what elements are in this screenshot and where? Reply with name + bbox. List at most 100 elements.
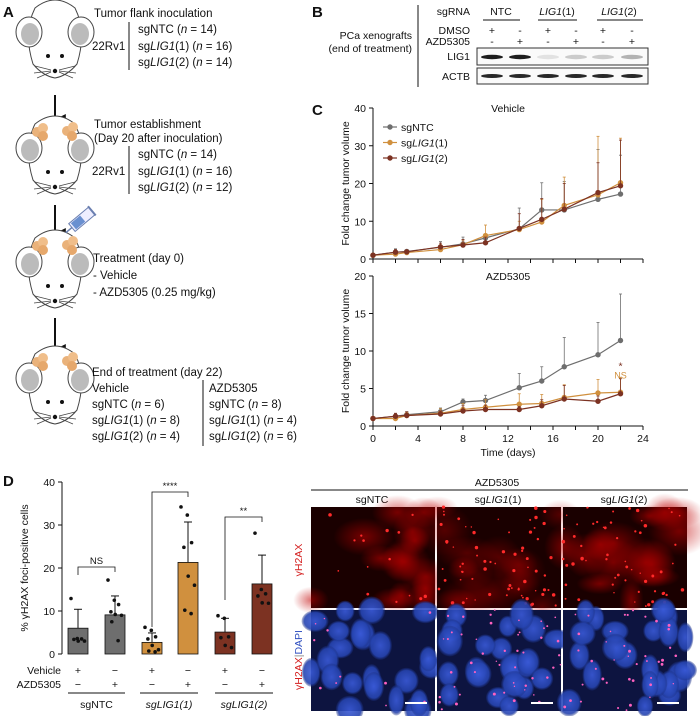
data-point xyxy=(437,244,444,250)
foci xyxy=(631,679,635,683)
foci xyxy=(623,644,626,647)
foci xyxy=(630,568,633,571)
step3-title: Treatment (day 0) xyxy=(93,253,184,265)
nucleus xyxy=(301,610,329,632)
x-tick-label: 4 xyxy=(415,433,421,445)
nucleus xyxy=(437,661,459,687)
step2-group: sgLIG1(2) (n = 12) xyxy=(138,182,232,194)
series-line xyxy=(372,185,621,256)
foci xyxy=(465,597,468,600)
data-point xyxy=(595,398,601,404)
mouse-with-tumors-icon xyxy=(15,115,95,195)
lig1-band xyxy=(592,54,614,60)
x-tick-label: 12 xyxy=(502,433,514,445)
azd-sign: - xyxy=(546,36,550,48)
y-tick-label: 10 xyxy=(354,216,366,228)
step1-group: sgLIG1(2) (n = 14) xyxy=(138,57,232,69)
x-tick-label: 8 xyxy=(460,433,466,445)
micro-column-label: sgLIG1(2) xyxy=(601,494,648,506)
azd-sign: + xyxy=(185,679,191,691)
foci xyxy=(465,526,467,528)
legend-marker xyxy=(387,124,393,130)
data-point xyxy=(595,196,601,203)
foci xyxy=(670,511,673,514)
foci xyxy=(483,567,487,571)
foci xyxy=(459,578,462,581)
foci xyxy=(454,702,458,706)
foci xyxy=(452,546,455,548)
nucleus xyxy=(499,695,519,716)
y-tick-label: 15 xyxy=(354,309,366,321)
data-point xyxy=(595,390,601,396)
foci xyxy=(611,583,614,586)
foci xyxy=(546,625,549,628)
red-signal xyxy=(417,496,458,520)
data-point xyxy=(146,637,150,641)
y-axis-title: Fold change tumor volume xyxy=(340,121,352,245)
foci xyxy=(605,641,607,643)
significance-label: **** xyxy=(163,481,178,492)
nucleus xyxy=(569,620,596,646)
step2-title: Tumor establishment xyxy=(94,119,202,131)
foci xyxy=(497,518,500,521)
x-tick-label: 0 xyxy=(370,433,376,445)
y-tick-label: 0 xyxy=(360,254,366,266)
data-point xyxy=(179,505,183,509)
micrograph-panel: AZD5305 sgNTC sgLIG1(1) sgLIG1(2) γH2AX … xyxy=(293,477,700,716)
step4-left: sgLIG1(1) (n = 8) xyxy=(92,415,180,427)
panel-a-schematic: Tumor flank inoculation 22Rv1 sgNTC (n =… xyxy=(15,0,297,446)
foci xyxy=(512,682,515,684)
data-point xyxy=(109,610,113,614)
step2-group: sgNTC (n = 14) xyxy=(138,149,217,161)
group-label: sgLIG1(2) xyxy=(221,699,268,711)
foci xyxy=(457,517,461,521)
foci xyxy=(313,639,316,642)
actb-band xyxy=(592,74,614,78)
data-point xyxy=(76,639,80,643)
step2-group: sgLIG1(1) (n = 16) xyxy=(138,166,232,178)
data-point xyxy=(561,364,567,370)
panel-d-bar-chart: 0 10 20 30 40 % γH2AX foci-positive cells + − − +… xyxy=(17,477,273,711)
foci xyxy=(473,671,476,674)
foci xyxy=(655,619,658,623)
azd-sign: − xyxy=(149,679,155,691)
foci xyxy=(512,568,516,573)
row-label-gh2ax: γH2AX xyxy=(293,544,305,577)
foci xyxy=(616,573,620,577)
group-label: LIG1(2) xyxy=(601,6,637,18)
legend-label: sgLIG1(1) xyxy=(401,138,448,150)
foci xyxy=(384,681,387,685)
foci xyxy=(603,526,607,530)
foci xyxy=(501,550,506,554)
dmso-sign: - xyxy=(630,25,634,37)
nucleus xyxy=(509,598,534,631)
foci xyxy=(314,622,317,625)
foci xyxy=(481,652,485,655)
foci xyxy=(461,570,464,574)
foci xyxy=(623,613,626,616)
foci xyxy=(495,660,498,663)
group-label: sgNTC xyxy=(80,699,113,711)
data-point xyxy=(259,587,264,592)
step1-group: sgNTC (n = 14) xyxy=(138,24,217,36)
foci xyxy=(581,683,584,686)
data-point xyxy=(370,415,376,422)
blot-label-lig1: LIG1 xyxy=(447,51,470,63)
data-point xyxy=(617,391,624,397)
foci xyxy=(318,686,322,690)
nucleus xyxy=(335,695,364,716)
step1-title: Tumor flank inoculation xyxy=(94,8,212,20)
red-signal xyxy=(293,586,329,614)
data-point xyxy=(150,643,154,648)
foci xyxy=(445,541,448,544)
nucleus xyxy=(368,631,393,660)
foci xyxy=(533,694,535,696)
foci xyxy=(680,588,685,592)
foci xyxy=(494,562,497,565)
foci xyxy=(569,699,572,703)
foci xyxy=(476,554,479,557)
data-point xyxy=(482,240,489,246)
foci xyxy=(498,663,501,666)
foci xyxy=(525,597,529,601)
foci xyxy=(546,676,549,679)
